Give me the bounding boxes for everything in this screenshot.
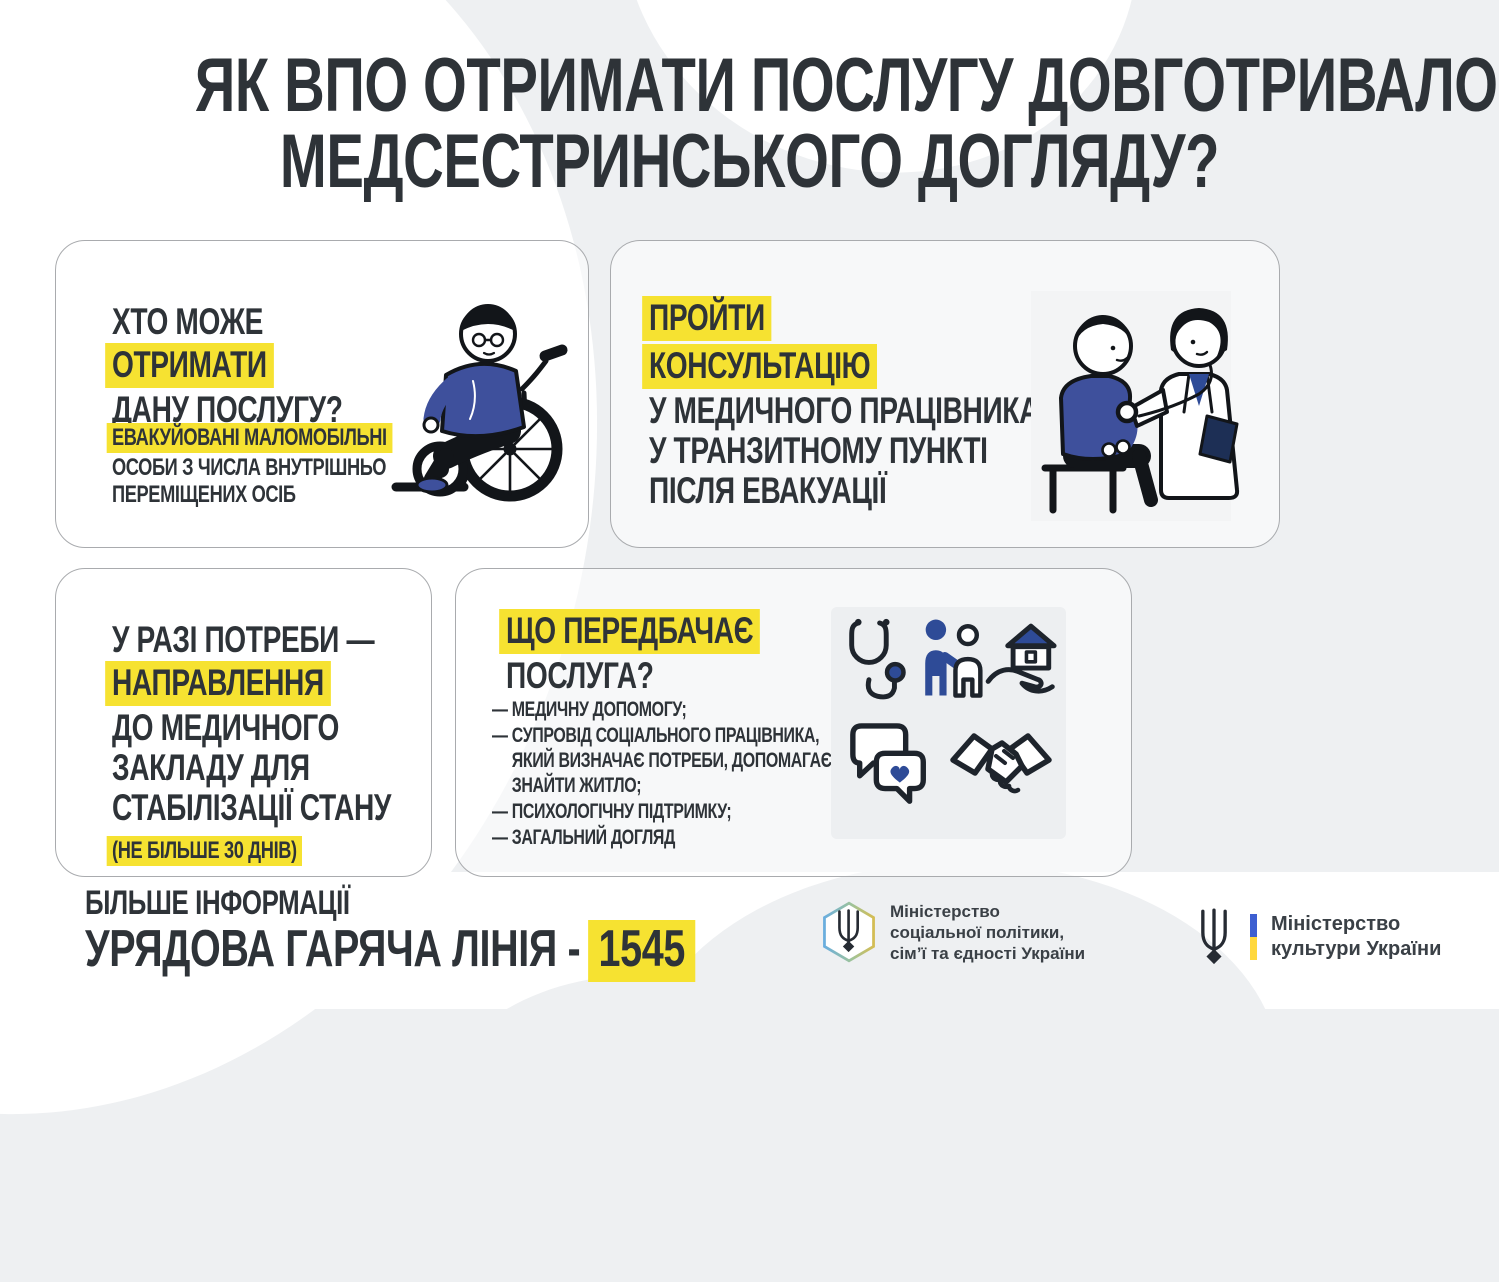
footer-info: БІЛЬШЕ ІНФОРМАЦІЇ УРЯДОВА ГАРЯЧА ЛІНІЯ -… <box>85 886 888 982</box>
social-policy-logo-line2: соціальної політики, <box>890 922 1065 942</box>
page-title: ЯК ВПО ОТРИМАТИ ПОСЛУГУ ДОВГОТРИВАЛОГО М… <box>0 48 1499 200</box>
doctor-examining-patient-illustration <box>1041 308 1240 514</box>
card-service-heading-highlight: ЩО ПЕРЕДБАЧАЄ <box>499 609 761 654</box>
stethoscope-icon <box>849 618 906 700</box>
bullet-dash: — <box>492 826 508 849</box>
card-consultation: ПРОЙТИ КОНСУЛЬТАЦІЮ У МЕДИЧНОГО ПРАЦІВНИ… <box>610 240 1280 548</box>
bullet-dash: — <box>492 698 508 721</box>
card-who-sub-line3: ПЕРЕМІЩЕНИХ ОСІБ <box>112 481 296 508</box>
card-who-sub-line2: ОСОБИ З ЧИСЛА ВНУТРІШНЬО <box>112 454 387 481</box>
card-consult-line1: У МЕДИЧНОГО ПРАЦІВНИКА <box>649 390 1040 431</box>
culture-trident-icon <box>1201 908 1227 965</box>
card-referral-line1: У РАЗІ ПОТРЕБИ — <box>112 619 375 660</box>
handshake-icon <box>950 733 1052 794</box>
logo-ministry-social-policy: Міністерство соціальної політики, сім’ї … <box>820 900 1085 964</box>
card-referral: У РАЗІ ПОТРЕБИ — НАПРАВЛЕННЯ ДО МЕДИЧНОГ… <box>55 568 432 877</box>
list-item: — СУПРОВІД СОЦІАЛЬНОГО ПРАЦІВНИКА, ЯКИЙ … <box>492 723 832 798</box>
card-referral-line4: СТАБІЛІЗАЦІЇ СТАНУ <box>112 787 392 828</box>
culture-logo-line2: культури України <box>1271 938 1442 960</box>
card-service-heading-line2: ПОСЛУГА? <box>506 655 654 696</box>
page-title-line1: ЯК ВПО ОТРИМАТИ ПОСЛУГУ ДОВГОТРИВАЛОГО <box>194 43 1499 128</box>
service-bullet-list: — МЕДИЧНУ ДОПОМОГУ; — СУПРОВІД СОЦІАЛЬНО… <box>492 697 832 850</box>
chat-with-heart-icon <box>850 723 926 804</box>
card-who-heading-highlight: ОТРИМАТИ <box>105 343 274 388</box>
background-swoosh-bottom-left <box>430 975 850 1275</box>
list-item: — ПСИХОЛОГІЧНУ ПІДТРИМКУ; <box>492 799 832 824</box>
person-in-wheelchair-illustration <box>391 304 568 502</box>
card-who-can-receive: ХТО МОЖЕ ОТРИМАТИ ДАНУ ПОСЛУГУ? ЕВАКУЙОВ… <box>55 240 589 548</box>
card-referral-note: (НЕ БІЛЬШЕ 30 ДНІВ) <box>106 836 303 866</box>
list-item: — ЗАГАЛЬНИЙ ДОГЛЯД <box>492 825 832 850</box>
footer-more-info: БІЛЬШЕ ІНФОРМАЦІЇ <box>85 884 350 922</box>
bullet-dash: — <box>492 800 508 823</box>
card-who-heading-line1: ХТО МОЖЕ <box>112 301 263 342</box>
card-referral-line2: ДО МЕДИЧНОГО <box>112 707 339 748</box>
footer-hotline-label: УРЯДОВА ГАРЯЧА ЛІНІЯ - <box>85 920 581 978</box>
bullet-text-social-worker: СУПРОВІД СОЦІАЛЬНОГО ПРАЦІВНИКА, ЯКИЙ ВИ… <box>511 724 832 797</box>
footer-hotline-number: 1545 <box>587 920 696 982</box>
culture-logo-line1: Міністерство <box>1271 913 1401 935</box>
logo-ministry-culture: Міністерство культури України <box>1192 908 1441 966</box>
card-referral-highlight: НАПРАВЛЕННЯ <box>105 661 331 706</box>
list-item: — МЕДИЧНУ ДОПОМОГУ; <box>492 697 832 722</box>
flag-bar-icon <box>1250 914 1257 960</box>
bullet-dash: — <box>492 724 508 747</box>
social-policy-logo-line3: сім’ї та єдності України <box>890 943 1086 963</box>
social-worker-support-icon <box>925 619 983 698</box>
social-policy-logo-line1: Міністерство <box>890 901 1000 921</box>
house-in-hand-icon <box>985 623 1057 694</box>
bullet-text-medical-help: МЕДИЧНУ ДОПОМОГУ; <box>511 698 687 721</box>
page-title-line2: МЕДСЕСТРИНСЬКОГО ДОГЛЯДУ? <box>279 119 1220 204</box>
card-who-sub-highlight: ЕВАКУЙОВАНІ МАЛОМОБІЛЬНІ <box>106 423 393 453</box>
card-service-includes: ЩО ПЕРЕДБАЧАЄ ПОСЛУГА? — МЕДИЧНУ ДОПОМОГ… <box>455 568 1132 877</box>
bullet-text-psych-support: ПСИХОЛОГІЧНУ ПІДТРИМКУ; <box>511 800 732 823</box>
card-consult-line3: ПІСЛЯ ЕВАКУАЦІЇ <box>649 470 887 511</box>
card-consult-line2: У ТРАНЗИТНОМУ ПУНКТІ <box>649 430 988 471</box>
card-consult-highlight1: ПРОЙТИ <box>642 296 772 341</box>
social-policy-hexagon-trident-icon <box>823 901 875 963</box>
card-referral-line3: ЗАКЛАДУ ДЛЯ <box>112 747 310 788</box>
card-who-heading-line3: ДАНУ ПОСЛУГУ? <box>112 389 343 430</box>
card-consult-highlight2: КОНСУЛЬТАЦІЮ <box>642 344 878 389</box>
bullet-text-general-care: ЗАГАЛЬНИЙ ДОГЛЯД <box>511 826 676 849</box>
